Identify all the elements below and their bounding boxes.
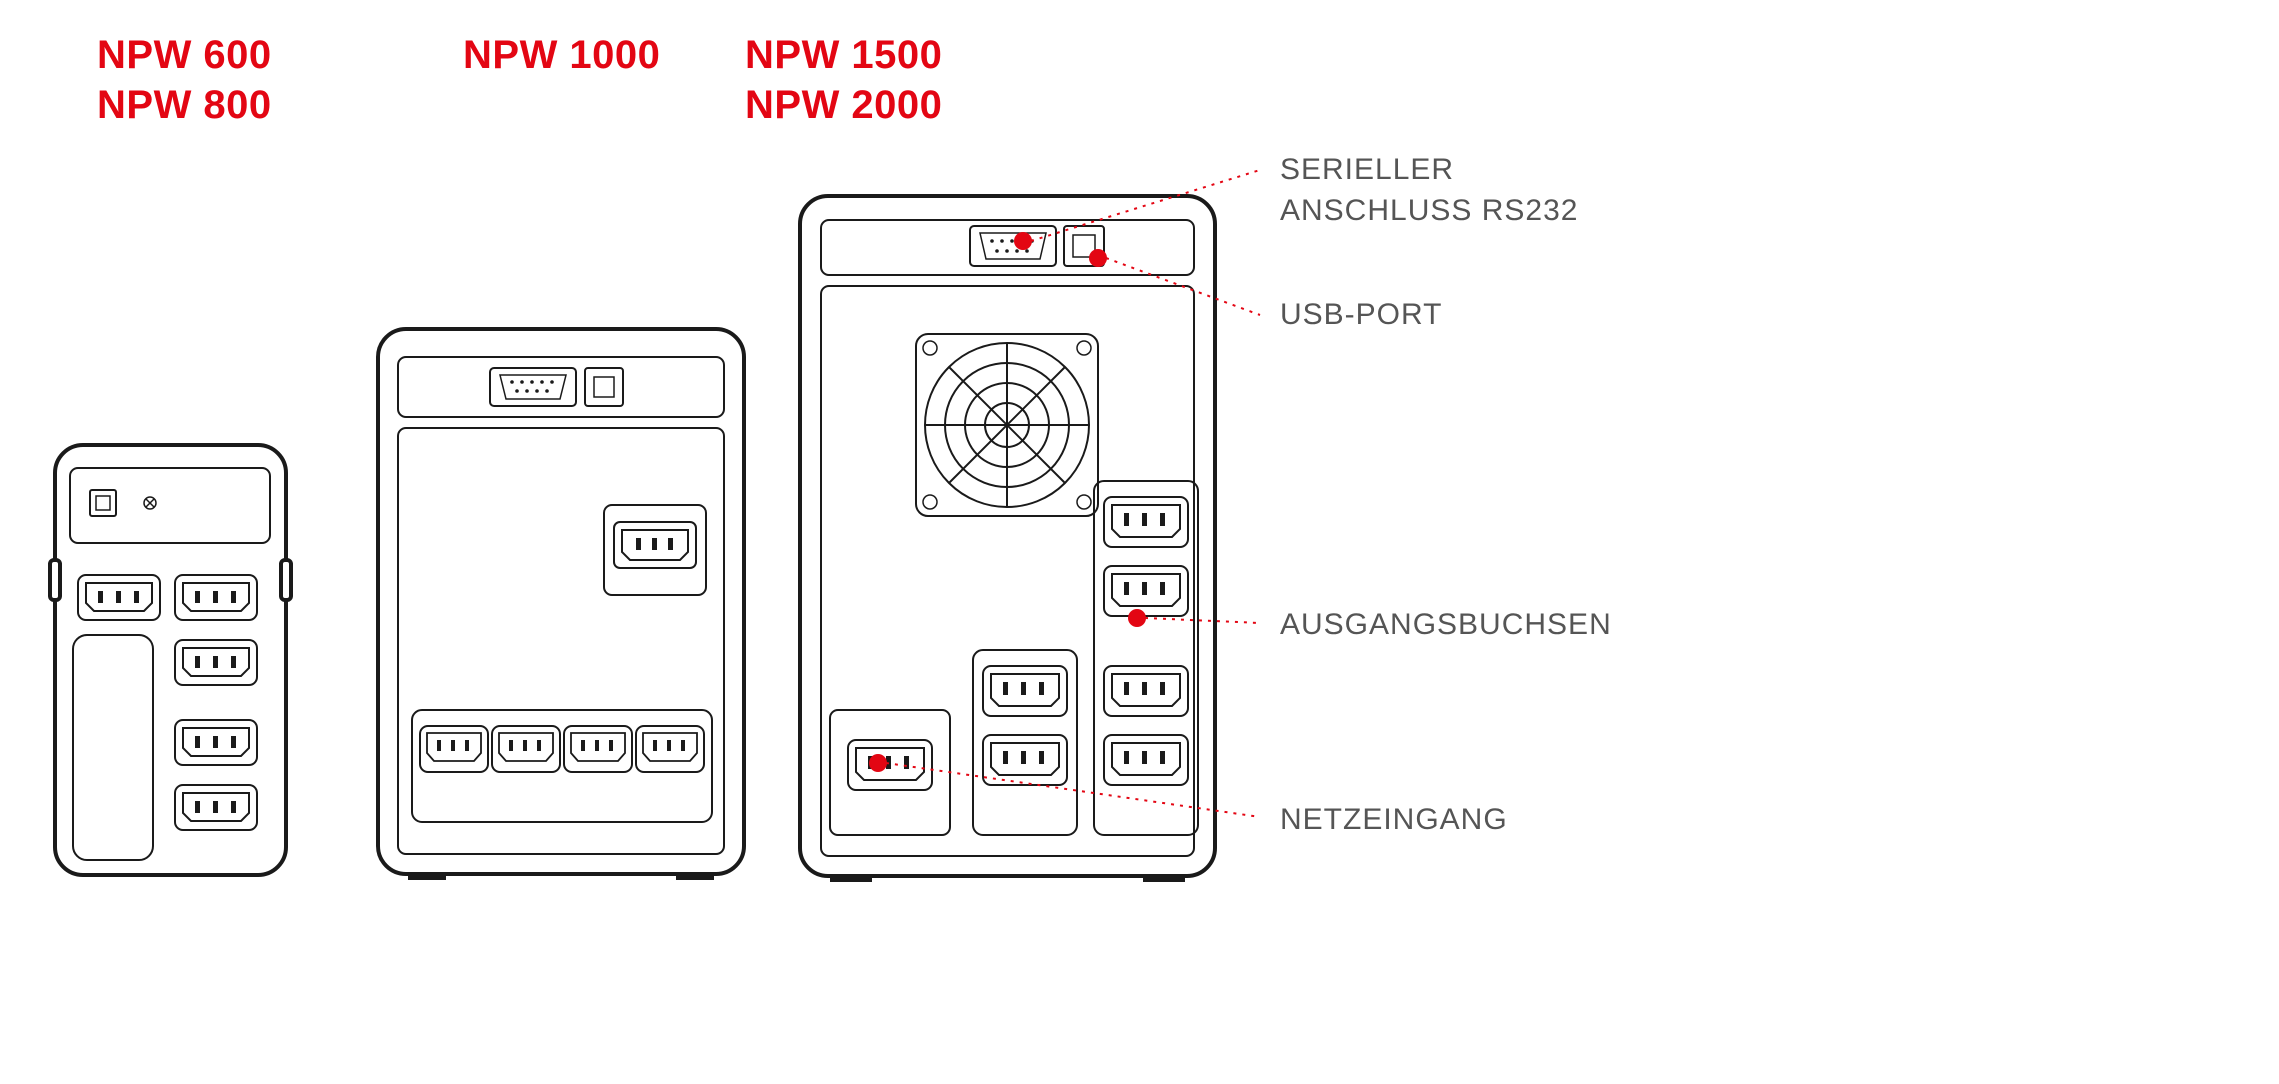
- fan-grill: [916, 334, 1098, 516]
- callout-leaders: [869, 170, 1260, 817]
- serial-port-medium: [490, 368, 576, 406]
- iec-input-medium: [604, 505, 706, 595]
- device-large: [800, 196, 1215, 882]
- iec-input-small: [78, 575, 160, 620]
- devices-svg: [0, 0, 2279, 1084]
- callout-serial-line1: SERIELLER: [1280, 153, 1454, 186]
- callout-usb: USB-PORT: [1280, 295, 1442, 336]
- iec-outputs-small: [175, 575, 257, 830]
- callout-outputs: AUSGANGSBUCHSEN: [1280, 605, 1612, 646]
- diagram-canvas: NPW 600 NPW 800 NPW 1000 NPW 1500 NPW 20…: [0, 0, 2279, 1084]
- callout-serial-line2: ANSCHLUSS RS232: [1280, 194, 1578, 227]
- iec-input-large: [830, 710, 950, 835]
- iec-outputs-mid: [973, 650, 1077, 835]
- serial-port-large: [970, 226, 1056, 266]
- device-small: [50, 445, 291, 875]
- callout-serial: SERIELLER ANSCHLUSS RS232: [1280, 150, 1578, 231]
- iec-outputs-medium: [420, 726, 704, 772]
- iec-outputs-right: [1094, 481, 1198, 835]
- device-medium: [378, 329, 744, 880]
- callout-mains: NETZEINGANG: [1280, 800, 1508, 841]
- usb-port-medium: [585, 368, 623, 406]
